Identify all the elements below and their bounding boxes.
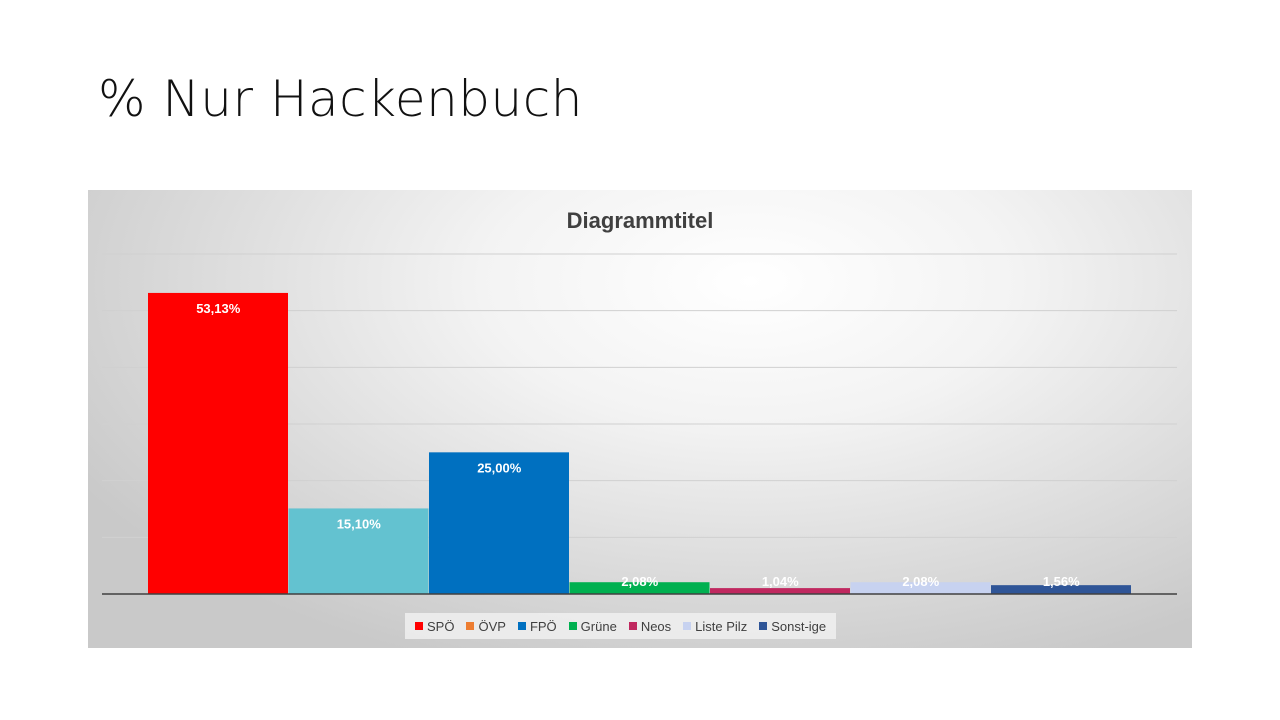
data-label: 1,04% bbox=[762, 574, 799, 589]
legend-label: Grüne bbox=[580, 618, 617, 634]
legend-item: ÖVP bbox=[466, 618, 506, 634]
data-label: 2,08% bbox=[902, 574, 939, 589]
legend-label: FPÖ bbox=[529, 618, 557, 634]
legend-item: Neos bbox=[628, 618, 672, 634]
bar-fp- bbox=[429, 452, 569, 594]
data-label: 1,56% bbox=[1043, 574, 1080, 589]
data-label: 53,13% bbox=[196, 301, 241, 316]
legend-swatch bbox=[517, 622, 526, 630]
legend-item: SPÖ bbox=[415, 619, 454, 634]
legend-label: Sonst-ige bbox=[771, 618, 827, 634]
bar-liste-pilz bbox=[850, 582, 991, 594]
legend-item: Grüne bbox=[568, 618, 617, 634]
legend-item: Liste Pilz bbox=[683, 619, 747, 634]
bar-plot: 53,13% 15,10% 25,00% 2,08% 1,04% 2,08% 1,56% bbox=[102, 253, 1177, 595]
chart-legend: SPÖ ÖVP FPÖ Grüne Neos Liste Pilz Sonst-ige bbox=[405, 613, 837, 639]
chart-panel: Diagrammtitel 53,13% 15,10% 25,00% 2,08% 1,0… bbox=[88, 190, 1192, 648]
legend-label: Neos bbox=[640, 618, 672, 634]
legend-swatch bbox=[466, 622, 475, 630]
legend-swatch bbox=[568, 622, 577, 630]
legend-swatch bbox=[759, 622, 768, 630]
legend-swatch bbox=[683, 622, 692, 630]
bar-gr-ne bbox=[569, 582, 710, 594]
bar--vp bbox=[288, 508, 429, 594]
chart-title: Diagrammtitel bbox=[566, 208, 714, 233]
legend-label: ÖVP bbox=[478, 618, 506, 634]
legend-label: Liste Pilz bbox=[695, 618, 748, 634]
bar-neos bbox=[710, 588, 850, 594]
legend-item: Sonst-ige bbox=[759, 619, 826, 634]
legend-swatch bbox=[628, 622, 637, 630]
data-label: 15,10% bbox=[337, 516, 382, 531]
legend-label: SPÖ bbox=[427, 618, 455, 634]
bar-sp- bbox=[148, 292, 288, 594]
slide-title: % Nur Hackenbuch bbox=[98, 70, 583, 128]
data-label: 2,08% bbox=[621, 574, 658, 589]
legend-swatch bbox=[415, 622, 423, 630]
bar-sonst-ige bbox=[991, 585, 1131, 594]
legend-item: FPÖ bbox=[517, 618, 557, 634]
data-label: 25,00% bbox=[477, 460, 522, 475]
